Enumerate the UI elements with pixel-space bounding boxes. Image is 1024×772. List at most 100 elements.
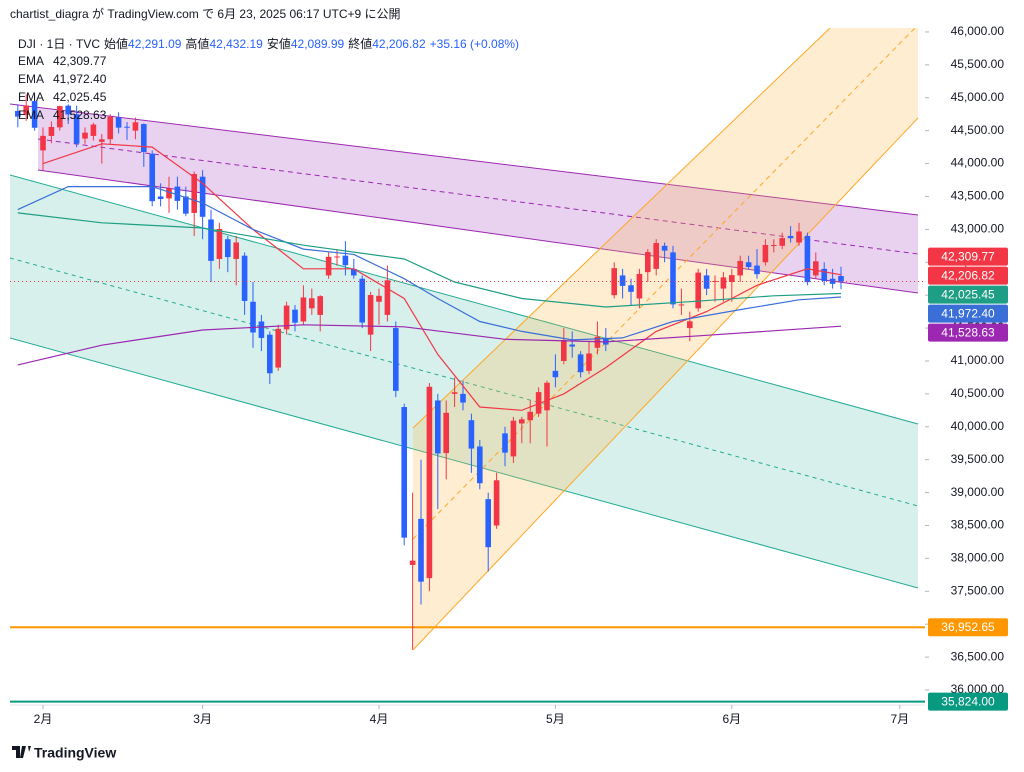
ema-line — [17, 186, 842, 341]
marks — [10, 94, 925, 703]
y-tick-label: 36,500.00 — [951, 649, 1005, 663]
symbol: DJI · 1日 · TVC — [18, 37, 100, 51]
price-tag — [928, 247, 1008, 266]
logo: TradingView — [34, 745, 116, 761]
teal-channel — [10, 175, 918, 588]
drawings — [10, 28, 919, 651]
ohlc-value: 42,206.82 — [372, 37, 426, 51]
price-tag-label: 36,952.65 — [941, 620, 995, 634]
candle-body — [762, 244, 769, 263]
x-tick-label: 5月 — [546, 712, 565, 726]
y-tick-label: 44,000.00 — [951, 156, 1005, 170]
candle-body — [670, 252, 676, 305]
candle-body — [628, 285, 634, 292]
candle-body — [787, 235, 794, 239]
candle-body — [275, 328, 282, 368]
candle-body — [451, 392, 458, 394]
candle-body — [619, 275, 626, 286]
candle-body — [15, 110, 21, 117]
candle-body — [594, 336, 601, 348]
candle-body — [342, 255, 349, 266]
candle-body — [813, 261, 819, 276]
candle-body — [519, 419, 525, 424]
candle-body — [132, 122, 139, 131]
ema-line — [17, 324, 842, 366]
candle-body — [250, 301, 256, 333]
candle-body — [477, 446, 483, 484]
candle-body — [695, 272, 702, 309]
purple-channel — [38, 108, 918, 293]
candle-body — [40, 135, 46, 151]
candle-body — [636, 273, 643, 299]
candle-body — [157, 196, 164, 200]
candle-body — [107, 116, 114, 140]
candle-body — [586, 353, 592, 371]
candle-body — [552, 370, 559, 378]
candle-body — [779, 238, 786, 246]
legend-value: 41,528.63 — [53, 108, 107, 122]
candle-body — [225, 239, 231, 258]
y-tick-label: 43,500.00 — [951, 189, 1005, 203]
price-tag — [928, 304, 1008, 323]
logo-icon — [12, 746, 31, 758]
published: chartist_diagra が TradingView.com で 6月 2… — [10, 6, 401, 21]
candle-body — [502, 433, 508, 453]
ohlc-name: 安値 — [267, 36, 291, 51]
candle-body — [687, 321, 693, 329]
ohlc-value: 42,291.09 — [128, 37, 182, 51]
candle-body — [771, 245, 777, 247]
ohlc-name: 始値 — [104, 36, 128, 51]
y-tick-label: 45,500.00 — [951, 57, 1005, 71]
y-tick-label: 40,000.00 — [951, 419, 1005, 433]
candle-body — [460, 393, 466, 403]
candle-body — [510, 420, 517, 457]
candle-body — [796, 231, 802, 243]
candle-body — [393, 328, 399, 391]
candle-body — [376, 295, 382, 302]
candle-body — [435, 400, 441, 454]
legend-name: EMA — [18, 90, 44, 104]
candle-body — [426, 386, 433, 579]
candle-body — [603, 337, 609, 345]
candle-body — [325, 256, 332, 276]
legend-value: 41,972.40 — [53, 72, 107, 86]
candle-body — [124, 126, 130, 128]
candle-body — [804, 235, 811, 283]
legend-ohlc: DJI · 1日 · TVC 始値42,291.09 高値42,432.19 安値42… — [18, 36, 519, 51]
candle-body — [720, 277, 727, 289]
candle-body — [821, 268, 828, 282]
candle-body — [233, 242, 240, 259]
candle-body — [485, 499, 492, 548]
legend-value: 42,025.45 — [53, 90, 107, 104]
channel-line — [412, 28, 831, 429]
candle-body — [48, 126, 55, 136]
channel-line — [412, 117, 919, 651]
candle-body — [23, 105, 30, 115]
candle-body — [561, 340, 567, 361]
y-tick-label: 37,500.00 — [951, 583, 1005, 597]
price-tag — [928, 323, 1008, 342]
candle-body — [334, 256, 340, 258]
price-tag — [928, 618, 1008, 637]
candle-body — [216, 228, 223, 259]
candle-body — [267, 334, 273, 374]
price-tag — [928, 266, 1008, 285]
y-tick-label: 43,000.00 — [951, 222, 1005, 236]
candle-body — [468, 420, 475, 449]
candle-body — [838, 276, 844, 282]
y-tick-label: 44,500.00 — [951, 123, 1005, 137]
candle-body — [754, 265, 760, 275]
candle-body — [678, 304, 685, 306]
overlay: 36,000.0036,500.0037,000.0037,500.0038,0… — [10, 24, 1008, 726]
ohlc-name: 終値 — [348, 36, 372, 51]
candle-body — [493, 480, 500, 526]
price-tag-label: 35,824.00 — [941, 694, 995, 708]
candle-body — [401, 407, 408, 538]
candle-body — [90, 124, 97, 136]
candle-body — [73, 114, 80, 144]
candle-body — [166, 188, 172, 199]
price-tag-label: 42,025.45 — [941, 287, 995, 301]
ohlc-name: 高値 — [185, 36, 209, 51]
price-tag-label: 42,309.77 — [941, 249, 995, 263]
x-tick-label: 2月 — [34, 712, 53, 726]
